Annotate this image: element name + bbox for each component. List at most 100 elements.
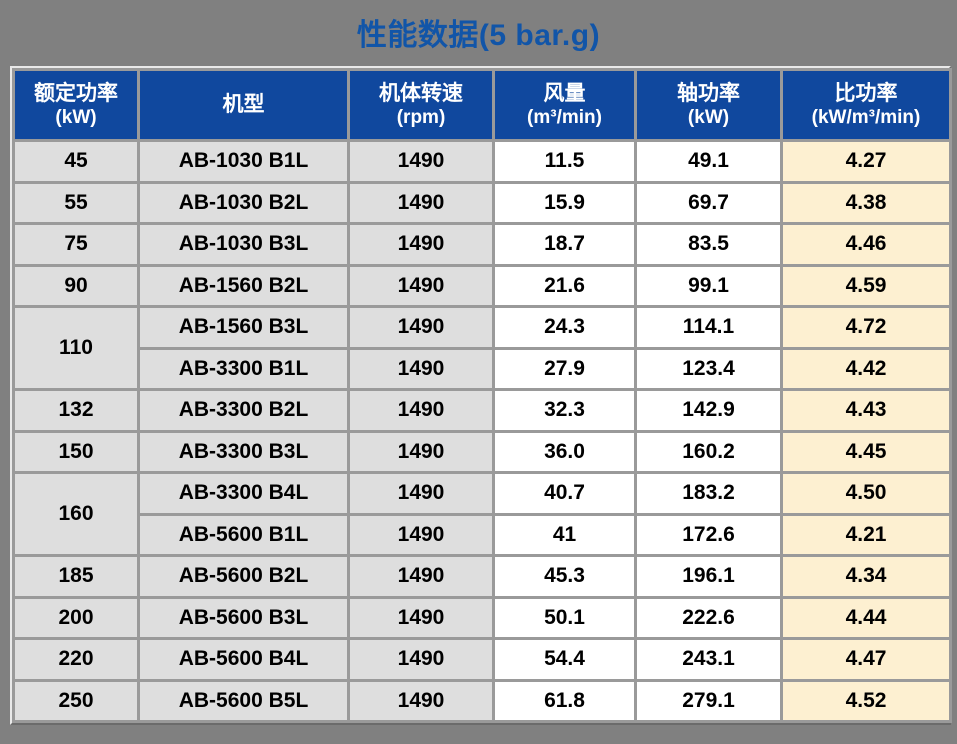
- col-header-body-speed: 机体转速 (rpm): [347, 68, 495, 142]
- cell-specific-power: 4.47: [780, 637, 952, 682]
- cell-shaft-power: 123.4: [634, 346, 783, 391]
- cell-air-flow: 24.3: [492, 305, 637, 350]
- table-row: 220 AB-5600 B4L 1490 54.4 243.1 4.47: [12, 637, 952, 682]
- cell-specific-power: 4.52: [780, 678, 952, 723]
- table-row: 75 AB-1030 B3L 1490 18.7 83.5 4.46: [12, 222, 952, 267]
- cell-model: AB-1560 B2L: [137, 263, 350, 308]
- table-row: AB-3300 B1L 1490 27.9 123.4 4.42: [14, 346, 952, 391]
- cell-rpm: 1490: [347, 637, 495, 682]
- col-header-shaft-power-unit: (kW): [687, 107, 730, 129]
- cell-model: AB-3300 B2L: [137, 388, 350, 433]
- table-row: 150 AB-3300 B3L 1490 36.0 160.2 4.45: [12, 429, 952, 474]
- cell-rated-power: 90: [12, 263, 140, 308]
- table-row: 185 AB-5600 B2L 1490 45.3 196.1 4.34: [12, 554, 952, 599]
- cell-air-flow: 18.7: [492, 222, 637, 267]
- cell-specific-power: 4.46: [780, 222, 952, 267]
- cell-model: AB-3300 B4L: [137, 471, 350, 516]
- cell-shaft-power: 99.1: [634, 263, 783, 308]
- cell-air-flow: 40.7: [492, 471, 637, 516]
- cell-rpm: 1490: [347, 222, 495, 267]
- cell-specific-power: 4.59: [780, 263, 952, 308]
- table-row: AB-5600 B1L 1490 41 172.6 4.21: [14, 512, 952, 557]
- col-header-model: 机型: [137, 68, 350, 142]
- cell-shaft-power: 69.7: [634, 180, 783, 225]
- col-header-specific-power-unit: (kW/m³/min): [811, 107, 921, 129]
- table-row: 45 AB-1030 B1L 1490 11.5 49.1 4.27: [12, 139, 952, 184]
- table-row: 200 AB-5600 B3L 1490 50.1 222.6 4.44: [12, 595, 952, 640]
- cell-shaft-power: 183.2: [634, 471, 783, 516]
- cell-air-flow: 27.9: [492, 346, 637, 391]
- cell-rpm: 1490: [347, 595, 495, 640]
- cell-rated-power: 220: [12, 637, 140, 682]
- cell-rpm: 1490: [347, 346, 495, 391]
- cell-rpm: 1490: [347, 471, 495, 516]
- cell-model: AB-5600 B2L: [137, 554, 350, 599]
- cell-model: AB-1030 B2L: [137, 180, 350, 225]
- cell-rated-power: 200: [12, 595, 140, 640]
- header-row: 额定功率 (kW) 机型 机体转速 (rpm) 风量 (m³/min): [12, 68, 952, 142]
- cell-model: AB-1030 B1L: [137, 139, 350, 184]
- cell-rated-power: 45: [12, 139, 140, 184]
- col-header-body-speed-label: 机体转速: [379, 81, 463, 105]
- cell-model: AB-5600 B4L: [137, 637, 350, 682]
- cell-air-flow: 50.1: [492, 595, 637, 640]
- cell-shaft-power: 243.1: [634, 637, 783, 682]
- table-row: 250 AB-5600 B5L 1490 61.8 279.1 4.52: [12, 678, 952, 723]
- col-header-shaft-power: 轴功率 (kW): [634, 68, 783, 142]
- cell-rpm: 1490: [347, 139, 495, 184]
- cell-specific-power: 4.34: [780, 554, 952, 599]
- cell-specific-power: 4.21: [780, 512, 952, 557]
- cell-model: AB-1030 B3L: [137, 222, 350, 267]
- cell-specific-power: 4.42: [780, 346, 952, 391]
- cell-rpm: 1490: [347, 429, 495, 474]
- col-header-shaft-power-label: 轴功率: [677, 81, 740, 105]
- cell-rated-power: 185: [12, 554, 140, 599]
- col-header-specific-power-label: 比功率: [834, 81, 898, 105]
- cell-rpm: 1490: [347, 512, 495, 557]
- cell-model: AB-3300 B3L: [137, 429, 350, 474]
- cell-rpm: 1490: [347, 388, 495, 433]
- table-row: 160 AB-3300 B4L 1490 40.7 183.2 4.50: [12, 471, 952, 557]
- cell-rpm: 1490: [347, 180, 495, 225]
- cell-shaft-power: 49.1: [634, 139, 783, 184]
- performance-table: 额定功率 (kW) 机型 机体转速 (rpm) 风量 (m³/min): [12, 68, 952, 723]
- cell-rpm: 1490: [347, 263, 495, 308]
- cell-model: AB-5600 B5L: [137, 678, 350, 723]
- cell-air-flow: 36.0: [492, 429, 637, 474]
- cell-specific-power: 4.43: [780, 388, 952, 433]
- performance-table-wrapper: 额定功率 (kW) 机型 机体转速 (rpm) 风量 (m³/min): [10, 66, 952, 725]
- cell-shaft-power: 172.6: [634, 512, 783, 557]
- col-header-air-flow-unit: (m³/min): [527, 107, 602, 129]
- cell-specific-power: 4.45: [780, 429, 952, 474]
- cell-air-flow: 61.8: [492, 678, 637, 723]
- table-row: 90 AB-1560 B2L 1490 21.6 99.1 4.59: [12, 263, 952, 308]
- cell-specific-power: 4.27: [780, 139, 952, 184]
- cell-air-flow: 54.4: [492, 637, 637, 682]
- cell-shaft-power: 160.2: [634, 429, 783, 474]
- cell-rpm: 1490: [347, 554, 495, 599]
- cell-rated-power-merged: 110: [12, 305, 140, 391]
- table-row: 110 AB-1560 B3L 1490 24.3 114.1 4.72: [12, 305, 952, 391]
- cell-model: AB-1560 B3L: [137, 305, 350, 350]
- cell-rated-power: 55: [12, 180, 140, 225]
- cell-model: AB-5600 B3L: [137, 595, 350, 640]
- cell-rated-power: 150: [12, 429, 140, 474]
- cell-rated-power-merged: 160: [12, 471, 140, 557]
- cell-rated-power: 132: [12, 388, 140, 433]
- cell-rpm: 1490: [347, 678, 495, 723]
- col-header-body-speed-unit: (rpm): [396, 107, 446, 129]
- cell-shaft-power: 114.1: [634, 305, 783, 350]
- col-header-rated-power-label: 额定功率: [34, 81, 118, 105]
- col-header-model-label: 机型: [222, 92, 265, 116]
- table-row: 55 AB-1030 B2L 1490 15.9 69.7 4.38: [12, 180, 952, 225]
- col-header-air-flow-label: 风量: [543, 81, 586, 105]
- cell-rpm: 1490: [347, 305, 495, 350]
- cell-air-flow: 21.6: [492, 263, 637, 308]
- cell-specific-power: 4.44: [780, 595, 952, 640]
- cell-shaft-power: 142.9: [634, 388, 783, 433]
- col-header-specific-power: 比功率 (kW/m³/min): [780, 68, 952, 142]
- cell-model: AB-5600 B1L: [137, 512, 350, 557]
- cell-air-flow: 32.3: [492, 388, 637, 433]
- cell-specific-power: 4.72: [780, 305, 952, 350]
